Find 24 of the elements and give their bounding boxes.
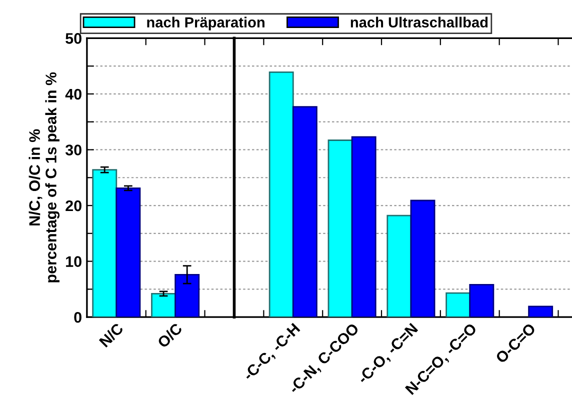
legend-label: nach Präparation: [147, 16, 264, 30]
bar: [386, 214, 412, 318]
y-tick-label: 10: [66, 256, 82, 267]
bar: [292, 106, 318, 318]
y-tick-label: 20: [66, 200, 82, 212]
y-axis-title: N/C, O/C in % percentage of C 1s peak in %: [28, 72, 60, 282]
bar: [328, 140, 353, 318]
bar: [116, 188, 141, 318]
bar: [151, 292, 176, 318]
bar: [92, 169, 118, 318]
bar: [446, 292, 471, 318]
y-tick-label: 50: [66, 33, 82, 44]
bar: [410, 200, 436, 318]
bar: [528, 306, 554, 318]
bar: [174, 274, 200, 318]
bar: [469, 284, 494, 318]
bar: [351, 136, 376, 318]
x-tick-label: O/C: [156, 322, 184, 349]
x-tick-label: N/C: [98, 322, 124, 348]
y-tick-label: 0: [74, 312, 82, 323]
y-tick-label: 30: [65, 144, 82, 156]
legend-label: nach Ultraschallbad: [350, 16, 488, 28]
bar: [268, 71, 294, 318]
y-tick-label: 40: [65, 88, 82, 100]
